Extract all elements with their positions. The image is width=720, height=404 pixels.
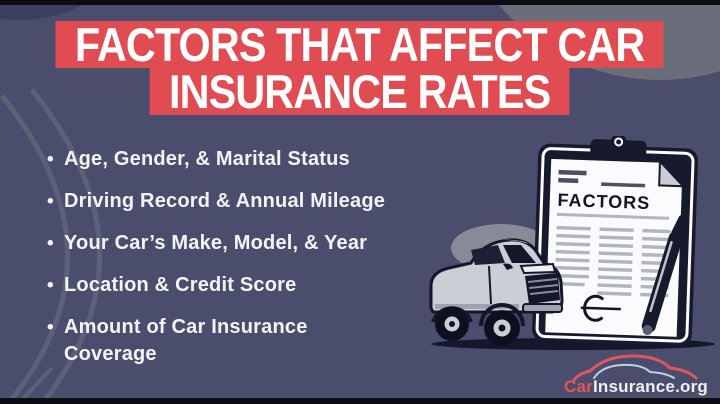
logo-wordmark-insurance-org: Insurance.org [592, 377, 708, 396]
logo-car-icon [572, 354, 698, 382]
bullet-dot: • [47, 317, 54, 338]
bullet-dot: • [47, 275, 54, 296]
factor-item-label: Location & Credit Score [64, 274, 297, 296]
title-line-2: INSURANCE RATES [149, 68, 571, 115]
factor-item-age-gender-marital: • Age, Gender, & Marital Status [47, 146, 398, 173]
fountain-pen [641, 209, 687, 335]
factor-item-driving-record-mileage: • Driving Record & Annual Mileage [47, 188, 398, 215]
bullet-dot: • [47, 149, 54, 170]
factor-item-label: Age, Gender, & Marital Status [64, 148, 350, 170]
signature-mark [580, 294, 621, 322]
logo-wordmark: CarInsurance.org [564, 377, 708, 397]
top-edge-bar [0, 0, 720, 5]
car [429, 238, 564, 346]
bullet-dot: • [47, 233, 54, 254]
factor-item-location-credit: • Location & Credit Score [47, 272, 398, 299]
factor-item-label: Amount of Car Insurance Coverage [64, 316, 308, 365]
logo-wordmark-car: Car [564, 377, 593, 396]
factor-list: • Age, Gender, & Marital Status • Driving … [47, 146, 398, 383]
factor-item-coverage-amount: • Amount of Car Insurance Coverage [47, 314, 398, 368]
brand-logo: CarInsurance.org [564, 352, 708, 397]
title-line-1: FACTORS THAT AFFECT CAR [55, 21, 665, 68]
car-clipboard-illustration: FACTORS [429, 136, 715, 350]
bottom-edge-bar [0, 398, 720, 404]
bullet-dot: • [47, 191, 54, 212]
factor-item-label: Driving Record & Annual Mileage [64, 190, 386, 212]
clipboard-title: FACTORS [557, 190, 650, 213]
header-banner: FACTORS THAT AFFECT CAR INSURANCE RATES [0, 21, 720, 115]
factor-item-make-model-year: • Your Car’s Make, Model, & Year [47, 230, 398, 257]
factor-item-label: Your Car’s Make, Model, & Year [64, 232, 368, 254]
